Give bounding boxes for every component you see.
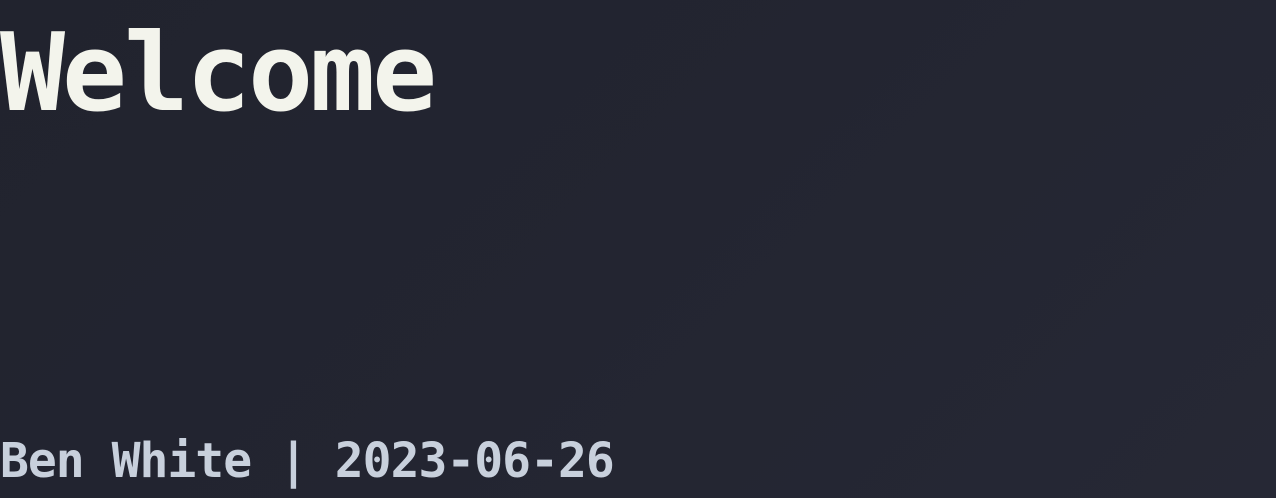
page-title: Welcome <box>0 11 437 136</box>
author-date-byline: Ben White | 2023-06-26 <box>0 433 615 489</box>
